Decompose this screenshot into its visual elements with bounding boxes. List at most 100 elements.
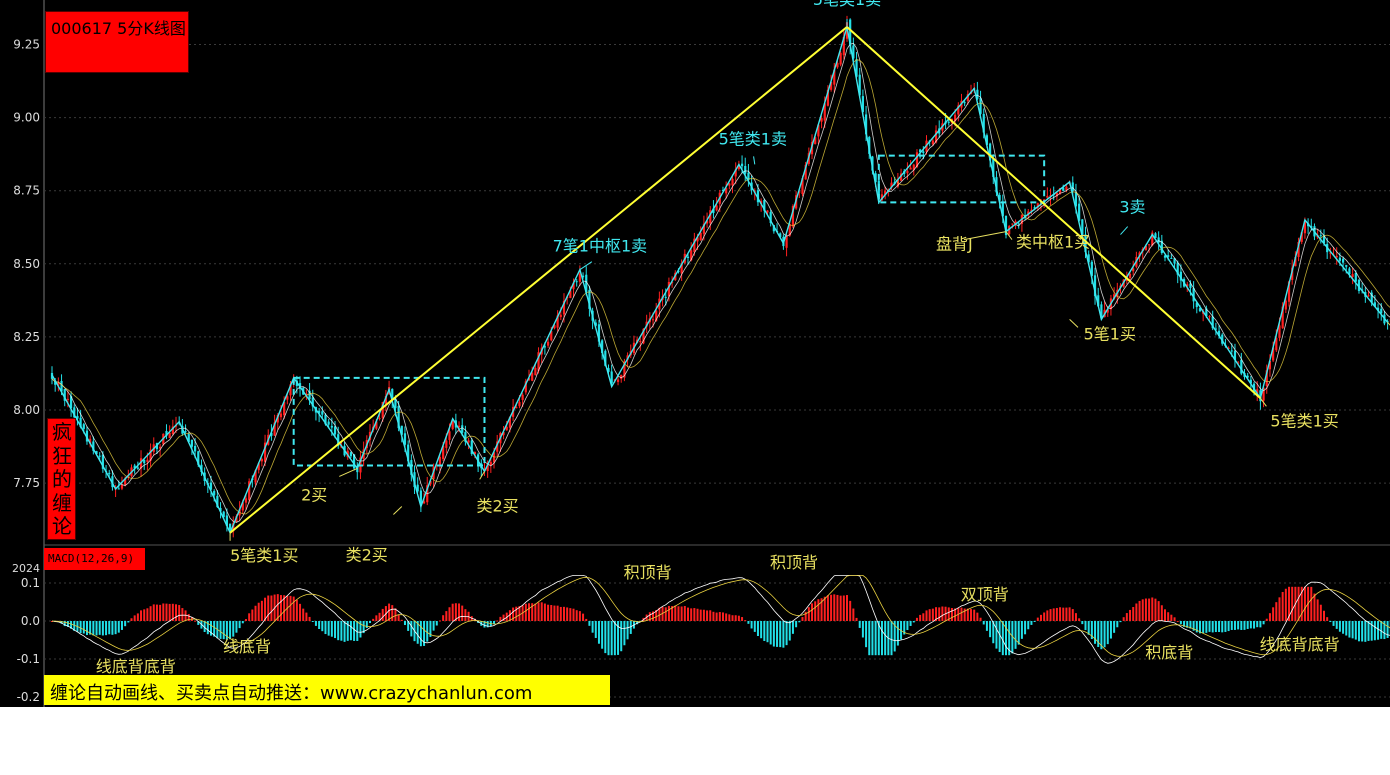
macd-bar xyxy=(801,617,804,621)
macd-bar xyxy=(165,603,168,621)
candle-body xyxy=(330,425,333,428)
hub-box xyxy=(877,154,1046,204)
macd-bar xyxy=(219,621,222,639)
hub-box xyxy=(292,376,486,467)
macd-bar xyxy=(674,605,677,621)
macd-bar xyxy=(540,602,543,621)
macd-bar xyxy=(842,595,845,621)
macd-bar xyxy=(356,621,359,641)
macd-bar xyxy=(1024,621,1027,635)
macd-bar xyxy=(79,621,82,634)
macd-bar xyxy=(915,617,918,621)
candle-body xyxy=(165,431,168,436)
candle-body xyxy=(1176,262,1179,275)
promo-text[interactable]: 缠论自动画线、买卖点自动推送：www.crazychanlun.com xyxy=(50,683,533,704)
macd-bar xyxy=(1043,612,1046,621)
macd-bar xyxy=(117,621,120,633)
macd-bar xyxy=(1113,621,1116,633)
macd-bar xyxy=(1005,621,1007,656)
macd-bar xyxy=(884,621,887,656)
macd-bar xyxy=(435,621,438,626)
macd-bar xyxy=(925,610,928,621)
macd-bar xyxy=(324,621,327,635)
candle-body xyxy=(82,424,85,429)
candle-body xyxy=(171,426,174,435)
macd-bar xyxy=(1103,621,1106,648)
macd-bar xyxy=(909,621,912,626)
candle-body xyxy=(616,379,620,382)
candle-body xyxy=(1351,274,1354,277)
promo-banner[interactable]: 缠论自动画线、买卖点自动推送：www.crazychanlun.com xyxy=(44,675,610,705)
candle-body xyxy=(1297,242,1300,257)
candle-body xyxy=(1256,389,1259,394)
macd-bar xyxy=(950,608,953,621)
annotation-arrow xyxy=(1387,321,1390,326)
candle-body xyxy=(1300,232,1303,242)
annotation-arrow xyxy=(393,506,403,515)
candle-body xyxy=(744,165,747,174)
macd-bar xyxy=(1246,621,1249,629)
macd-bar xyxy=(718,612,721,621)
candle-body xyxy=(985,135,989,145)
macd-bar xyxy=(270,595,273,621)
macd-bar xyxy=(327,621,330,636)
macd-bar xyxy=(1332,621,1335,626)
candle-body xyxy=(101,454,104,469)
candle-body xyxy=(117,488,120,490)
candle-body xyxy=(607,368,610,372)
ma-line-long xyxy=(51,59,1390,515)
macd-bar xyxy=(1316,599,1319,621)
macd-bar xyxy=(836,594,839,621)
macd-bar xyxy=(1122,617,1125,621)
candle-body xyxy=(868,137,871,154)
macd-bar xyxy=(222,621,225,640)
macd-bar xyxy=(591,621,594,633)
candle-body xyxy=(120,484,124,489)
candle-body xyxy=(1348,268,1351,275)
macd-bar xyxy=(966,608,969,621)
macd-bar xyxy=(70,621,73,629)
macd-bar xyxy=(865,621,868,648)
candle-body xyxy=(1163,255,1167,258)
candle-body xyxy=(98,455,101,457)
candle-body xyxy=(534,367,537,376)
candle-body xyxy=(1065,186,1068,190)
candle-body xyxy=(954,114,957,121)
candle-body xyxy=(1179,271,1182,281)
candle-body xyxy=(378,418,381,420)
candle-body xyxy=(642,328,645,344)
macd-bar xyxy=(1059,607,1062,621)
macd-bar xyxy=(426,621,429,642)
macd-bar xyxy=(1208,621,1211,632)
macd-annotation: 线底背底背 xyxy=(1260,635,1340,654)
candle-body xyxy=(1237,362,1240,364)
macd-bar xyxy=(111,621,114,635)
macd-bar xyxy=(1329,621,1332,623)
macd-bar xyxy=(830,594,833,621)
candle-body xyxy=(1380,308,1383,314)
candle-body xyxy=(384,395,387,404)
price-annotation: 5笔类1卖 xyxy=(719,129,787,148)
candle-body xyxy=(830,81,833,90)
candle-body xyxy=(693,238,696,252)
candle-body xyxy=(248,481,251,500)
candle-body xyxy=(1097,295,1100,307)
macd-bar xyxy=(1055,607,1058,621)
macd-bar xyxy=(1167,612,1170,621)
candle-body xyxy=(578,273,581,282)
macd-bar xyxy=(623,621,626,646)
macd-bar xyxy=(607,621,610,656)
candle-body xyxy=(651,319,655,321)
macd-bar xyxy=(343,621,346,642)
macd-bar xyxy=(349,621,352,641)
macd-bar xyxy=(130,618,133,621)
macd-bar xyxy=(947,607,950,621)
candle-body xyxy=(1186,284,1189,287)
macd-bar xyxy=(264,597,267,621)
candle-body xyxy=(442,445,445,460)
candle-body xyxy=(1055,192,1058,197)
macd-bar xyxy=(645,614,648,621)
macd-bar xyxy=(1303,586,1306,621)
candle-body xyxy=(699,232,702,241)
candle-body xyxy=(1093,275,1097,297)
